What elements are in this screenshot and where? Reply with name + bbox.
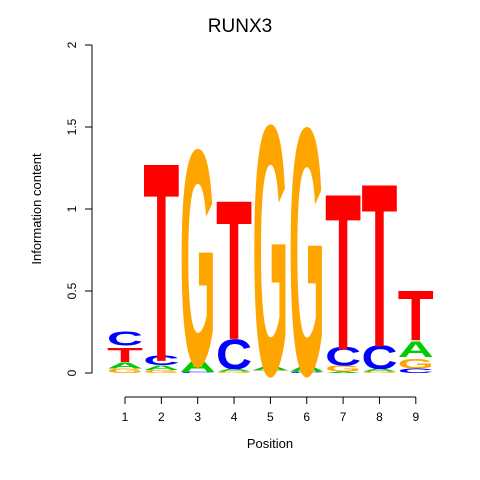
y-tick-label: 1 [65,205,79,212]
x-axis: 1 2 3 4 5 6 7 8 9 [122,396,419,424]
x-tick-label: 1 [122,410,129,424]
letter-T: T [107,344,143,367]
letter-G: G [216,371,252,373]
letter-A: A [216,368,252,372]
letter-T: T [361,137,397,398]
letter-T: T [216,160,252,382]
letter-C: C [180,371,216,373]
letter-C: C [143,352,179,368]
stack-position-3: CAG [180,85,216,430]
letter-T: T [325,147,361,397]
x-tick-label: 3 [194,410,201,424]
letter-G: G [143,369,179,374]
letter-A: A [325,371,361,373]
letter-C: C [398,368,434,375]
x-tick-label: 2 [158,410,165,424]
letter-G: G [361,371,397,373]
x-tick-label: 9 [412,410,419,424]
letter-G: G [107,368,143,375]
letter-C: C [325,342,361,371]
x-tick-label: 7 [340,410,347,424]
x-axis-label: Position [247,436,293,451]
letter-C: C [361,338,397,377]
letter-T: T [252,369,289,374]
letter-A: A [289,364,325,373]
letter-G: G [398,356,434,372]
y-axis-label: Information content [29,153,44,265]
y-axis: 0 0.5 1 1.5 2 [65,41,93,376]
stack-position-5: TAG [252,52,289,452]
x-tick-label: 6 [303,410,310,424]
letter-A: A [107,361,143,370]
letter-A: A [361,368,397,372]
letter-G: G [289,56,325,450]
y-tick-label: 0 [65,369,79,376]
letter-T: T [143,103,179,422]
letter-G: G [180,85,216,430]
letter-A: A [398,338,434,363]
y-tick-label: 0.5 [65,282,79,299]
y-tick-label: 2 [65,41,79,48]
letter-G: G [252,52,288,452]
x-tick-label: 5 [267,410,274,424]
letter-C: C [289,371,325,373]
letter-C: C [216,331,252,379]
x-tick-label: 8 [376,410,383,424]
x-tick-label: 4 [231,410,238,424]
letter-A: A [143,364,179,371]
y-tick-label: 1.5 [65,118,79,135]
letter-G: G [325,364,361,373]
letter-T: T [398,276,434,356]
stack-position-6: CAG [289,56,325,450]
chart-title: RUNX3 [208,16,272,37]
letter-A: A [252,364,288,371]
letter-A: A [180,355,216,375]
letter-C: C [107,328,143,350]
